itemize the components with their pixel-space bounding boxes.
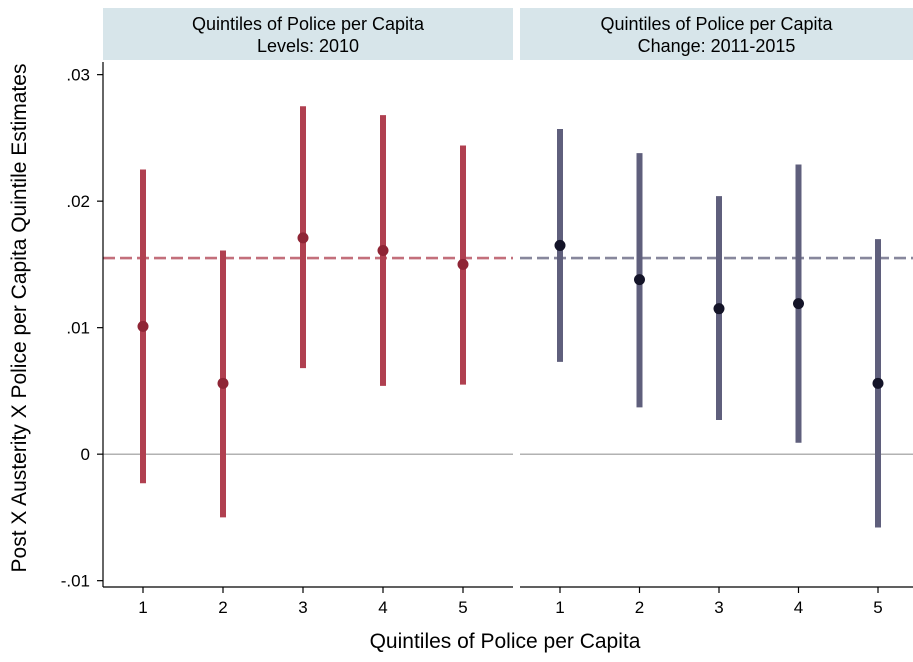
panel-2-x-tick-label-2: 2 [635, 598, 644, 617]
panel-1-point-1 [137, 320, 149, 332]
panel-2-title-line2: Change: 2011-2015 [638, 36, 796, 56]
y-axis-title: Post X Austerity X Police per Capita Qui… [8, 64, 31, 573]
panel-2-point-5 [872, 377, 884, 389]
y-tick-label-0: -.01 [61, 572, 90, 591]
panel-1-strip [103, 8, 513, 60]
panel-2-point-4 [793, 298, 804, 310]
panel-1-title-line2: Levels: 2010 [257, 36, 359, 56]
panel-1-point-5 [457, 258, 469, 270]
panel-1-x-tick-label-5: 5 [458, 598, 467, 617]
panel-2-x-tick-label-5: 5 [873, 598, 882, 617]
panel-2-x-tick-label-4: 4 [794, 598, 803, 617]
x-axis-title: Quintiles of Police per Capita [370, 630, 641, 653]
y-tick-label-2: .01 [66, 319, 90, 338]
panel-2-point-1 [554, 239, 566, 251]
panel-1-plot-area [103, 62, 513, 587]
panel-2-x-tick-label-1: 1 [555, 598, 564, 617]
panel-1-x-tick-label-3: 3 [298, 598, 307, 617]
panel-2-point-2 [634, 274, 645, 286]
panel-1-point-4 [377, 244, 389, 256]
panel-1-point-3 [297, 232, 309, 244]
y-tick-label-4: .03 [66, 66, 90, 85]
panel-1-point-2 [217, 377, 229, 389]
y-tick-label-1: 0 [81, 445, 90, 464]
panel-1-x-tick-label-4: 4 [378, 598, 387, 617]
panel-2-point-3 [713, 303, 725, 315]
panel-2-title-line1: Quintiles of Police per Capita [600, 14, 833, 34]
panel-1-x-tick-label-2: 2 [218, 598, 227, 617]
panel-1-title-line1: Quintiles of Police per Capita [192, 14, 425, 34]
panel-2-x-tick-label-3: 3 [714, 598, 723, 617]
panel-1-x-tick-label-1: 1 [138, 598, 147, 617]
y-tick-label-3: .02 [66, 192, 90, 211]
panel-2-strip [520, 8, 913, 60]
y-axis: -.01 0 .01 .02 .03 [61, 62, 104, 591]
